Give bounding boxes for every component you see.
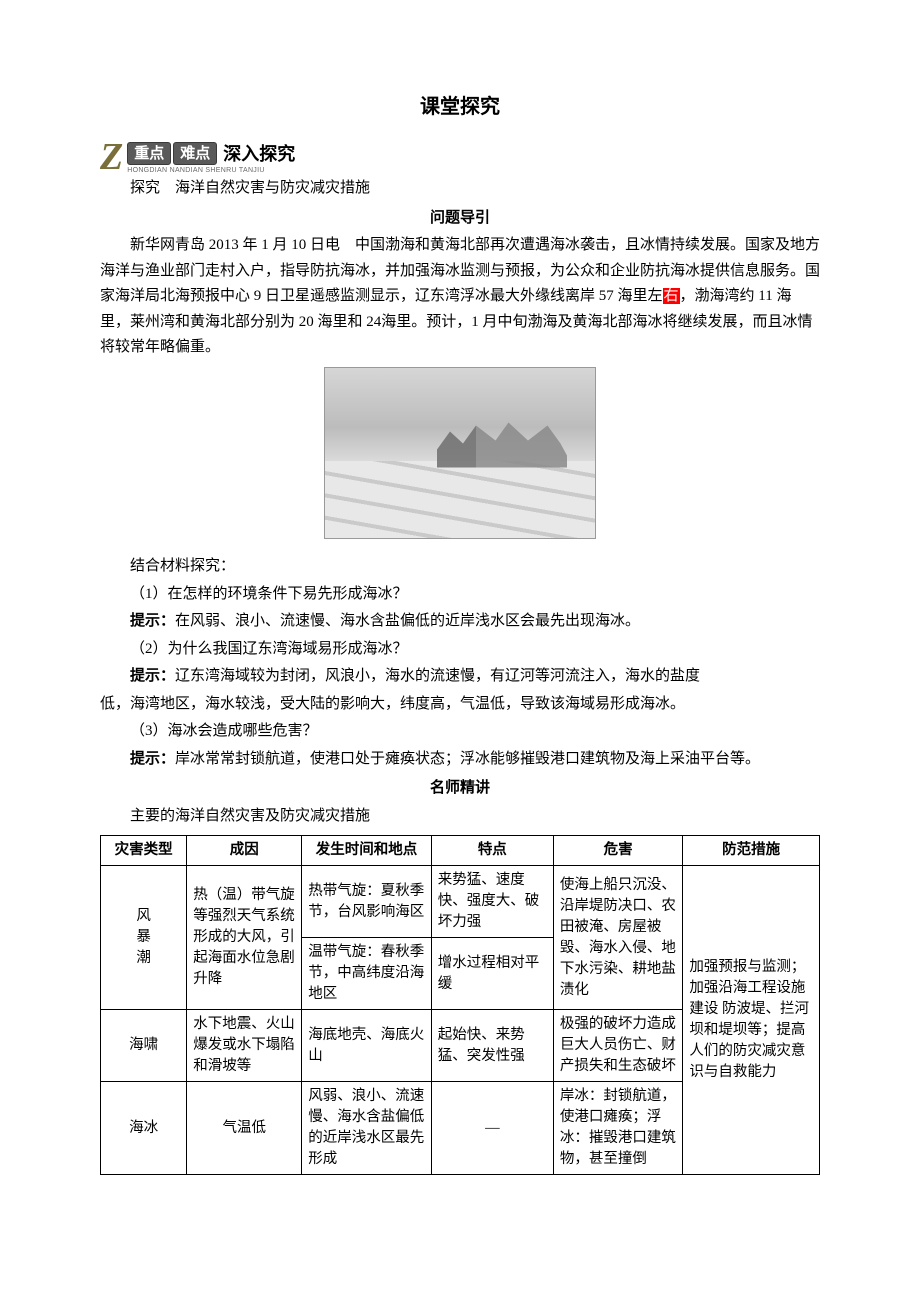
td-harm-tsunami: 极强的破坏力造成巨大人员伤亡、财产损失和生态破坏 xyxy=(553,1010,682,1082)
answer-2-line2: 低，海湾地区，海水较浅，受大陆的影响大，纬度高，气温低，导致该海域易形成海冰。 xyxy=(100,692,820,718)
th-type: 灾害类型 xyxy=(101,836,187,866)
answer-2-line1: 提示：辽东湾海域较为封闭，风浪小，海水的流速慢，有辽河等河流注入，海水的盐度 xyxy=(100,664,820,690)
td-prev-all: 加强预报与监测；加强沿海工程设施建设 防波堤、拦河坝和堤坝等；提高人们的防灾减灾… xyxy=(683,866,820,1175)
answer-3-text: 岸冰常常封锁航道，使港口处于瘫痪状态；浮冰能够摧毁港口建筑物及海上采油平台等。 xyxy=(175,751,760,767)
td-type-tsunami: 海啸 xyxy=(101,1010,187,1082)
table-header-row: 灾害类型 成因 发生时间和地点 特点 危害 防范措施 xyxy=(101,836,820,866)
question-1: （1）在怎样的环境条件下易先形成海冰？ xyxy=(100,582,820,608)
answer-3: 提示：岸冰常常封锁航道，使港口处于瘫痪状态；浮冰能够摧毁港口建筑物及海上采油平台… xyxy=(100,747,820,773)
th-feat: 特点 xyxy=(431,836,553,866)
highlighted-char: 右 xyxy=(663,288,680,304)
td-feat-tsunami: 起始快、来势猛、突发性强 xyxy=(431,1010,553,1082)
question-2: （2）为什么我国辽东湾海域易形成海冰？ xyxy=(100,637,820,663)
storm-char-3: 潮 xyxy=(107,948,180,969)
combine-line: 结合材料探究： xyxy=(100,554,820,580)
storm-char-2: 暴 xyxy=(107,927,180,948)
td-feat-temperate: 增水过程相对平缓 xyxy=(431,938,553,1010)
table-title: 主要的海洋自然灾害及防灾减灾措施 xyxy=(100,804,820,830)
hint-label-2: 提示： xyxy=(130,668,175,684)
th-cause: 成因 xyxy=(187,836,302,866)
td-cause-storm: 热（温）带气旋等强烈天气系统形成的大风，引起海面水位急剧升降 xyxy=(187,866,302,1010)
storm-char-1: 风 xyxy=(107,906,180,927)
banner-z-letter: Z xyxy=(100,138,123,176)
td-time-tsunami: 海底地壳、海底火山 xyxy=(302,1010,431,1082)
banner-bold-text: 深入探究 xyxy=(223,145,295,163)
td-cause-tsunami: 水下地震、火山爆发或水下塌陷和滑坡等 xyxy=(187,1010,302,1082)
td-time-tropical: 热带气旋：夏秋季节，台风影响海区 xyxy=(302,866,431,938)
th-time: 发生时间和地点 xyxy=(302,836,431,866)
banner-pill-nandian: 难点 xyxy=(173,142,217,165)
page-title: 课堂探究 xyxy=(100,90,820,124)
td-time-seaice: 风弱、浪小、流速慢、海水含盐偏低的近岸浅水区最先形成 xyxy=(302,1082,431,1175)
answer-2-text-1: 辽东湾海域较为封闭，风浪小，海水的流速慢，有辽河等河流注入，海水的盐度 xyxy=(175,668,700,684)
answer-1: 提示：在风弱、浪小、流速慢、海水含盐偏低的近岸浅水区会最先出现海冰。 xyxy=(100,609,820,635)
figure-wrapper xyxy=(100,367,820,549)
td-cause-seaice: 气温低 xyxy=(187,1082,302,1175)
th-harm: 危害 xyxy=(553,836,682,866)
topic-line: 探究 海洋自然灾害与防灾减灾措施 xyxy=(100,176,820,202)
hint-label-3: 提示： xyxy=(130,751,175,767)
td-feat-tropical: 来势猛、速度快、强度大、破坏力强 xyxy=(431,866,553,938)
banner-pill-zhongdian: 重点 xyxy=(127,142,171,165)
guide-heading: 问题导引 xyxy=(100,206,820,232)
disaster-table: 灾害类型 成因 发生时间和地点 特点 危害 防范措施 风 暴 潮 热（温）带气旋… xyxy=(100,835,820,1175)
td-feat-seaice: — xyxy=(431,1082,553,1175)
td-type-storm: 风 暴 潮 xyxy=(101,866,187,1010)
td-type-seaice: 海冰 xyxy=(101,1082,187,1175)
sea-ice-photo xyxy=(324,367,596,539)
question-3: （3）海冰会造成哪些危害？ xyxy=(100,719,820,745)
news-paragraph: 新华网青岛 2013 年 1 月 10 日电 中国渤海和黄海北部再次遭遇海冰袭击… xyxy=(100,233,820,361)
lecture-heading: 名师精讲 xyxy=(100,776,820,802)
table-row: 风 暴 潮 热（温）带气旋等强烈天气系统形成的大风，引起海面水位急剧升降 热带气… xyxy=(101,866,820,938)
answer-1-text: 在风弱、浪小、流速慢、海水含盐偏低的近岸浅水区会最先出现海冰。 xyxy=(175,613,640,629)
td-time-temperate: 温带气旋：春秋季节，中高纬度沿海地区 xyxy=(302,938,431,1010)
th-prev: 防范措施 xyxy=(683,836,820,866)
banner-pinyin: HONGDIAN NANDIAN SHENRU TANJIU xyxy=(127,167,295,174)
section-banner: Z 重点 难点 深入探究 HONGDIAN NANDIAN SHENRU TAN… xyxy=(100,136,820,174)
td-harm-seaice: 岸冰：封锁航道，使港口瘫痪；浮冰：摧毁港口建筑物，甚至撞倒 xyxy=(553,1082,682,1175)
hint-label-1: 提示： xyxy=(130,613,175,629)
td-harm-storm: 使海上船只沉没、沿岸堤防决口、农田被淹、房屋被毁、海水入侵、地下水污染、耕地盐渍… xyxy=(553,866,682,1010)
